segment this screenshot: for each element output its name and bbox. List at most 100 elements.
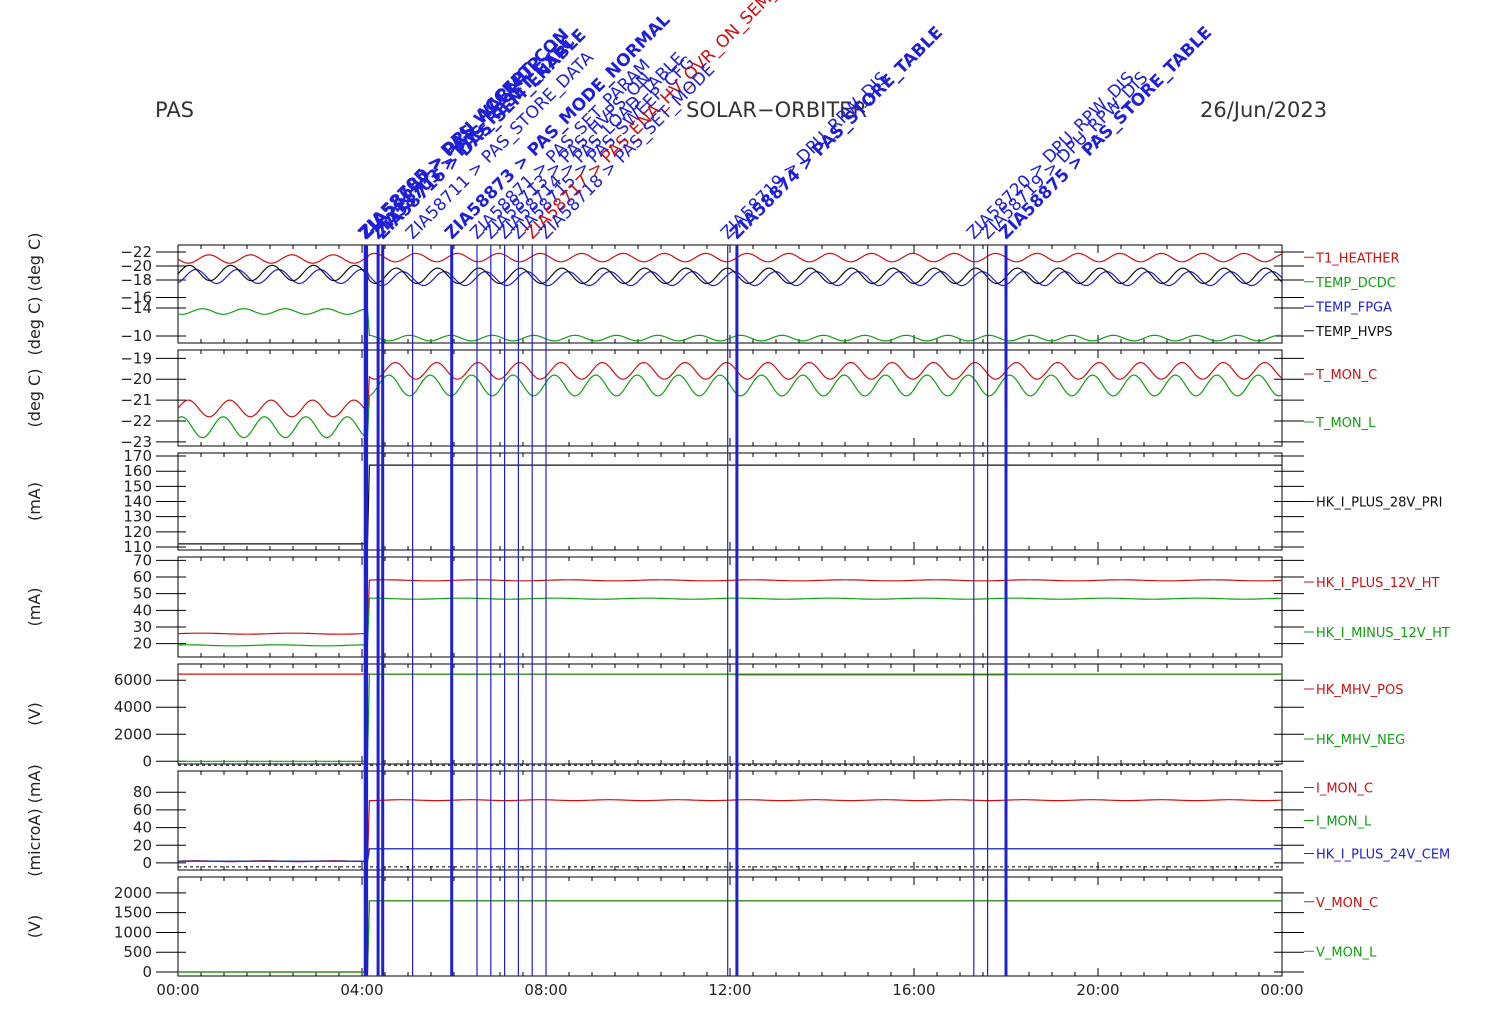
legend-label: HK_I_PLUS_28V_PRI xyxy=(1316,496,1442,511)
y-tick-label: 50 xyxy=(133,585,152,603)
y-tick-label: 20 xyxy=(133,836,152,854)
legend-label: I_MON_L xyxy=(1316,815,1372,830)
y-tick-label: 30 xyxy=(133,618,152,636)
y-tick-label: 40 xyxy=(133,601,152,619)
y-tick-label: 80 xyxy=(133,783,152,801)
x-tick-label: 00:00 xyxy=(156,981,199,999)
panel-mhv: 6000 4000 2000 0 (V) HK_MHV_POS HK_MHV_NEG xyxy=(25,663,1405,770)
series-line xyxy=(177,361,1283,418)
series-line xyxy=(178,597,1283,647)
y-tick-label: −23 xyxy=(120,433,152,451)
y-tick-label: 140 xyxy=(123,493,152,511)
series-line xyxy=(177,252,1283,264)
y-tick-label: 60 xyxy=(133,568,152,586)
y-tick-label: 1500 xyxy=(114,904,152,922)
y-tick-label: −18 xyxy=(120,271,152,289)
y-axis-label: (V) xyxy=(25,915,44,938)
instrument-label: PAS xyxy=(155,98,194,122)
panel-frame xyxy=(177,452,1283,551)
command-label: ZIA58875 > PAS_STORE_TABLE xyxy=(995,23,1216,244)
y-tick-label: −16 xyxy=(120,289,152,307)
x-tick-label: 08:00 xyxy=(524,981,567,999)
y-tick-label: −21 xyxy=(120,391,152,409)
series-line xyxy=(178,900,1282,973)
series-line xyxy=(177,264,1283,285)
y-axis-label: (V) xyxy=(25,702,44,725)
panel-frame xyxy=(177,556,1283,658)
y-tick-label: 130 xyxy=(123,508,152,526)
y-tick-label: 70 xyxy=(133,551,152,569)
legend-label: I_MON_C xyxy=(1316,782,1373,797)
y-tick-label: 170 xyxy=(123,447,152,465)
date-label: 26/Jun/2023 xyxy=(1200,98,1327,122)
y-axis-label: (mA) xyxy=(25,482,44,521)
panel-frame xyxy=(177,663,1283,765)
command-label: ZIA58874 > PAS_STORE_TABLE xyxy=(726,23,947,244)
y-tick-label: −10 xyxy=(120,327,152,345)
mission-label: SOLAR−ORBITER xyxy=(686,98,867,122)
legend-label: TEMP_DCDC xyxy=(1315,276,1396,291)
y-axis-label: (mA) xyxy=(25,587,44,626)
y-tick-label: −19 xyxy=(120,349,152,367)
y-tick-label: 6000 xyxy=(114,671,152,689)
command-label: ZIA58719 > DPU_RPW_DIS xyxy=(977,68,1152,243)
legend-label: HK_I_PLUS_24V_CEM xyxy=(1316,848,1450,863)
y-tick-label: 60 xyxy=(133,801,152,819)
series-line xyxy=(178,673,1282,762)
y-tick-label: 4000 xyxy=(114,698,152,716)
legend-label: T_MON_L xyxy=(1315,416,1376,431)
x-tick-label: 12:00 xyxy=(708,981,751,999)
y-axis-label: (microA) (mA) xyxy=(25,764,44,876)
y-tick-label: 160 xyxy=(123,462,152,480)
time-axis: 00:00 04:00 08:00 12:00 16:00 20:00 00:00 xyxy=(156,981,1303,999)
command-lines xyxy=(363,245,1008,976)
y-tick-label: 0 xyxy=(142,752,152,770)
series-line xyxy=(178,848,1282,862)
panel-frame xyxy=(177,876,1283,977)
y-tick-label: −20 xyxy=(120,370,152,388)
series-line xyxy=(178,848,1282,862)
x-tick-label: 20:00 xyxy=(1076,981,1119,999)
y-tick-label: 40 xyxy=(133,819,152,837)
panel-temps: −10 −14−16−18−20−22 (deg C) (deg C) T1_HEAT… xyxy=(25,233,1400,356)
y-tick-label: 120 xyxy=(123,523,152,541)
legend-label: TEMP_HVPS xyxy=(1315,325,1392,340)
series-line xyxy=(178,900,1282,973)
legend-label: HK_MHV_NEG xyxy=(1316,733,1405,748)
series-line xyxy=(177,268,1283,287)
y-tick-label: −20 xyxy=(120,257,152,275)
series-line xyxy=(177,308,1283,342)
legend-label: HK_I_PLUS_12V_HT xyxy=(1316,576,1440,591)
y-tick-label: 0 xyxy=(142,963,152,981)
y-axis-label: (deg C) xyxy=(25,369,44,428)
y-tick-label: 1000 xyxy=(114,923,152,941)
x-tick-label: 00:00 xyxy=(1260,981,1303,999)
y-tick-label: 2000 xyxy=(114,725,152,743)
series-line xyxy=(177,374,1283,439)
y-tick-label: −22 xyxy=(120,412,152,430)
legend-label: T1_HEATHER xyxy=(1315,251,1400,266)
panel-tmon: −19 −20 −21 −22 −23 (deg C) T_MON_C T_MON_L xyxy=(25,349,1377,450)
panel-frame xyxy=(177,770,1283,871)
y-tick-label: −14 xyxy=(120,299,152,317)
y-tick-label: 20 xyxy=(133,635,152,653)
legend-label: V_MON_L xyxy=(1316,945,1377,960)
plot-panels: −10−14−16−18−20−22(deg C) (deg C) T1_HEAT… xyxy=(25,233,1450,981)
y-tick-label: 0 xyxy=(142,854,152,872)
y-tick-label: 150 xyxy=(123,477,152,495)
x-tick-label: 04:00 xyxy=(340,981,383,999)
series-line xyxy=(177,579,1283,635)
legend-label: TEMP_FPGA xyxy=(1315,300,1392,315)
legend-label: HK_MHV_POS xyxy=(1316,683,1404,698)
y-tick-label: 2000 xyxy=(114,884,152,902)
series-line xyxy=(177,799,1282,863)
legend-label: T_MON_C xyxy=(1315,368,1377,383)
legend-label: HK_I_MINUS_12V_HT xyxy=(1316,626,1450,641)
series-line xyxy=(178,464,1282,545)
y-tick-label: 500 xyxy=(123,943,152,961)
